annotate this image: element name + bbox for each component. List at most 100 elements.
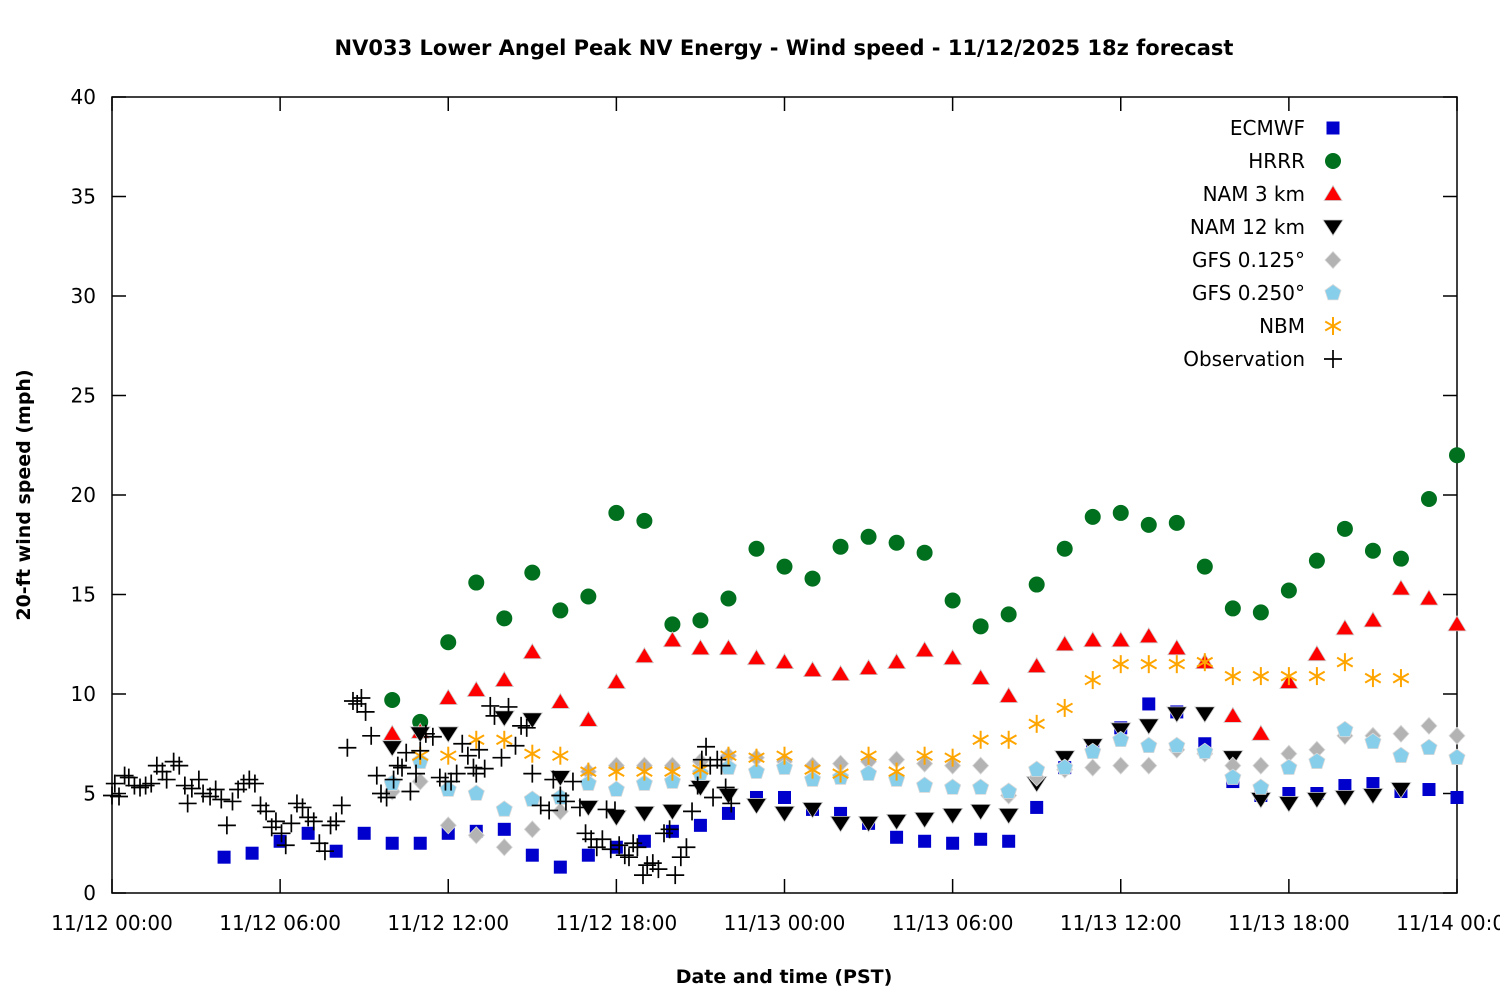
observation-point bbox=[397, 743, 416, 762]
observation-point bbox=[458, 746, 477, 765]
nam-3-km-point bbox=[746, 648, 767, 666]
nam-3-km-point bbox=[438, 688, 458, 705]
nam-3-km-point bbox=[382, 724, 402, 741]
y-tick-label: 30 bbox=[71, 284, 96, 308]
nbm-point bbox=[580, 762, 597, 781]
observation-point bbox=[619, 848, 638, 867]
nam-3-km-point bbox=[578, 710, 599, 727]
ecmwf-point bbox=[637, 834, 651, 848]
nbm-point bbox=[467, 730, 485, 749]
observation-point bbox=[624, 834, 643, 853]
hrrr-point bbox=[412, 713, 429, 730]
nam-3-km-point bbox=[1391, 579, 1411, 596]
chart-legend: ECMWF HRRR NAM 3 km NAM 12 km GFS 0.125°… bbox=[1183, 116, 1344, 371]
observation-point bbox=[633, 866, 652, 885]
gfs-0-250-point bbox=[1364, 732, 1382, 750]
nbm-legend-marker bbox=[1324, 317, 1342, 335]
y-tick-label: 40 bbox=[71, 85, 96, 109]
observation-point bbox=[356, 702, 375, 721]
observation-point bbox=[388, 756, 407, 775]
nbm-point bbox=[636, 762, 653, 781]
gfs-0-125-point bbox=[1392, 724, 1410, 743]
nam-3-km-point bbox=[886, 652, 907, 670]
observation-point bbox=[666, 866, 685, 885]
gfs-0-250-point bbox=[383, 774, 401, 791]
nam-12-km-point bbox=[661, 804, 684, 821]
observation-point bbox=[110, 787, 129, 806]
observation-point bbox=[407, 764, 426, 783]
nbm-point bbox=[1028, 714, 1045, 733]
observation-point bbox=[610, 836, 629, 855]
hrrr-point bbox=[1224, 600, 1241, 617]
observation-point bbox=[343, 691, 362, 710]
observation-point bbox=[182, 779, 201, 798]
nbm-point bbox=[1336, 653, 1354, 672]
observation-point bbox=[217, 816, 236, 835]
observation-point bbox=[677, 838, 696, 857]
y-tick-label: 35 bbox=[71, 185, 96, 209]
hrrr-point bbox=[1392, 550, 1409, 567]
ecmwf-point bbox=[1422, 783, 1436, 797]
observation-point bbox=[470, 740, 489, 759]
nam-3-km-point bbox=[550, 692, 571, 709]
observation-point bbox=[683, 802, 702, 821]
nam-12-km-point bbox=[717, 788, 740, 805]
nam-12-km-point bbox=[913, 811, 936, 829]
gfs-0-250-point bbox=[1280, 758, 1298, 775]
nam-3-km-point bbox=[1139, 627, 1159, 644]
nam-3-km-point bbox=[494, 670, 514, 687]
gfs-0-125-legend-marker bbox=[1324, 250, 1342, 270]
nbm-point bbox=[748, 748, 765, 767]
ecmwf-point bbox=[301, 826, 315, 840]
nam-12-km-point bbox=[605, 809, 628, 827]
hrrr-point bbox=[524, 564, 541, 581]
observation-point bbox=[178, 794, 197, 813]
nam-12-km-point bbox=[1138, 718, 1160, 736]
observation-point bbox=[157, 770, 176, 789]
observation-point bbox=[362, 726, 381, 745]
hrrr-point bbox=[1449, 447, 1465, 464]
gfs-0-250-point bbox=[860, 764, 878, 781]
observation-point bbox=[570, 798, 589, 817]
nam-3-km-point bbox=[1307, 644, 1327, 662]
nbm-point bbox=[1140, 655, 1158, 674]
gfs-0-250-legend-marker bbox=[1324, 284, 1342, 301]
nam-12-km-point bbox=[829, 815, 852, 833]
nam-3-km-point bbox=[634, 646, 655, 664]
hrrr-point bbox=[1196, 558, 1213, 575]
gfs-0-250-point bbox=[1448, 748, 1466, 765]
nam-3-km-point bbox=[858, 658, 879, 676]
nam-3-km-point bbox=[998, 686, 1019, 703]
gfs-0-125-point bbox=[1112, 756, 1130, 775]
observation-point bbox=[153, 762, 172, 781]
hrrr-point bbox=[804, 570, 821, 587]
nam-12-km-point bbox=[1166, 706, 1188, 724]
observation-point bbox=[499, 697, 518, 716]
gfs-0-250-point bbox=[467, 784, 485, 801]
gfs-0-125-point bbox=[495, 838, 513, 857]
nam-12-km-point bbox=[437, 726, 459, 744]
observation-point bbox=[506, 736, 525, 755]
axis-ticks: 0 5 10 15 20 25 30 35 40 11/12 00:00 11/12 06:00 11… bbox=[51, 85, 1500, 935]
gfs-0-250-point bbox=[1112, 730, 1130, 748]
y-tick-label: 5 bbox=[83, 782, 96, 806]
observation-point bbox=[475, 759, 494, 778]
observation-point bbox=[722, 794, 741, 813]
observation-point bbox=[282, 814, 301, 833]
observation-point bbox=[605, 801, 624, 820]
nbm-point bbox=[804, 760, 821, 779]
nam-12-km-point bbox=[857, 815, 880, 833]
gfs-0-250-point bbox=[1168, 736, 1186, 754]
nam-12-km-point bbox=[885, 813, 908, 831]
nbm-point bbox=[439, 746, 457, 765]
nam-12-km-point bbox=[1194, 706, 1216, 724]
observation-point bbox=[712, 756, 731, 775]
gfs-0-250-point bbox=[1140, 736, 1158, 754]
hrrr-point bbox=[832, 538, 849, 555]
y-tick-label: 0 bbox=[83, 881, 96, 905]
nam-3-km-point bbox=[1447, 615, 1467, 632]
observation-point bbox=[411, 741, 430, 760]
gfs-0-250-point bbox=[579, 774, 597, 791]
observation-point bbox=[704, 788, 723, 807]
